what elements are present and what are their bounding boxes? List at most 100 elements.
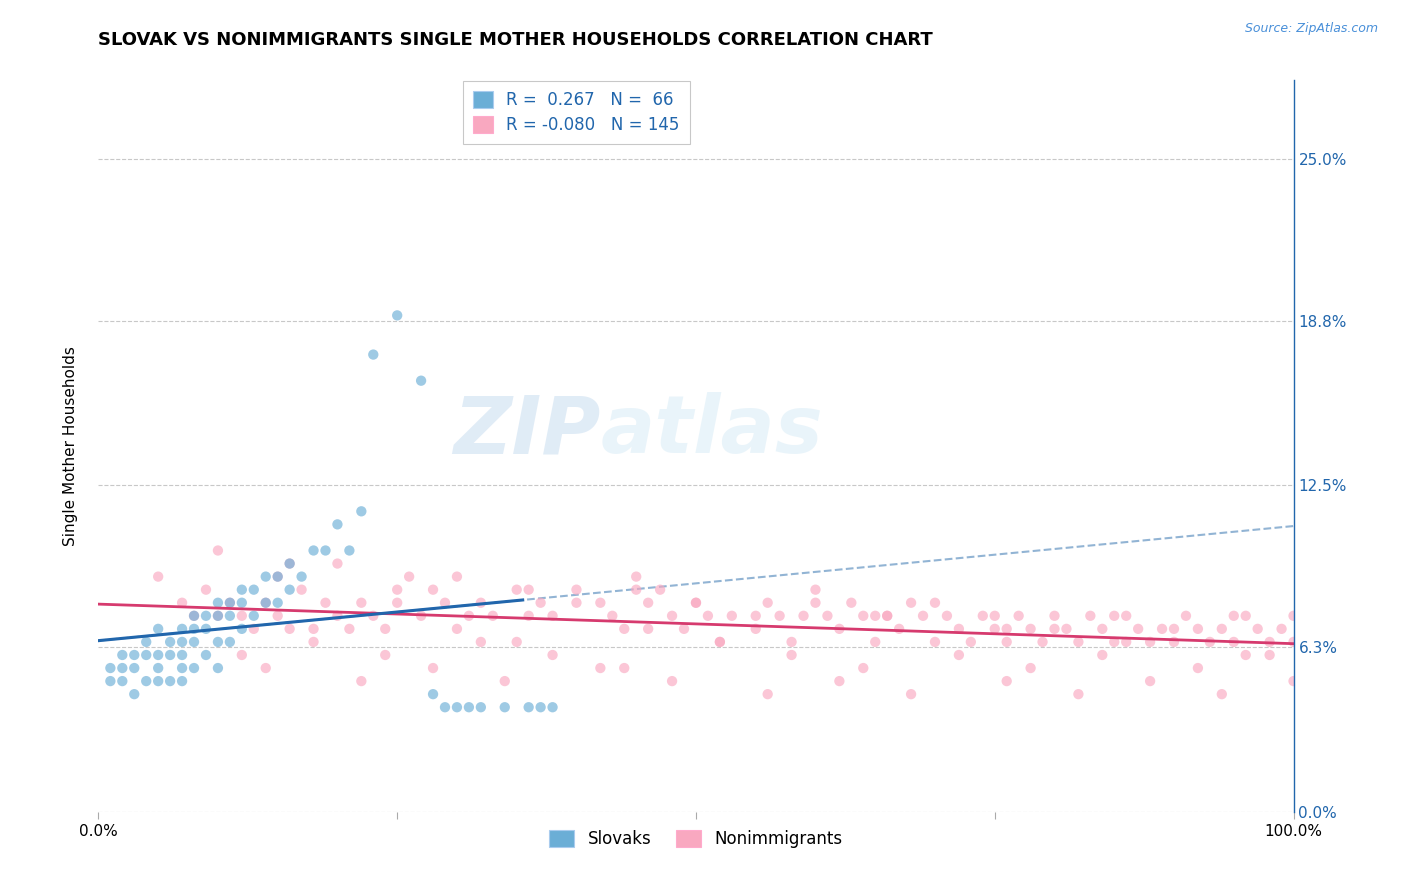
- Point: [446, 700, 468, 714]
- Point: [1056, 622, 1078, 636]
- Point: [530, 700, 553, 714]
- Point: [219, 608, 242, 623]
- Point: [267, 569, 290, 583]
- Point: [1282, 635, 1305, 649]
- Point: [1163, 635, 1185, 649]
- Point: [219, 596, 242, 610]
- Point: [1080, 608, 1102, 623]
- Point: [207, 608, 229, 623]
- Point: [1115, 635, 1137, 649]
- Point: [685, 596, 707, 610]
- Point: [172, 674, 194, 689]
- Point: [541, 648, 564, 662]
- Point: [1211, 622, 1233, 636]
- Point: [207, 596, 229, 610]
- Point: [422, 687, 444, 701]
- Point: [637, 622, 659, 636]
- Text: ZIP: ZIP: [453, 392, 600, 470]
- Text: atlas: atlas: [600, 392, 823, 470]
- Point: [1223, 608, 1246, 623]
- Point: [1104, 635, 1126, 649]
- Point: [374, 622, 396, 636]
- Point: [828, 674, 851, 689]
- Point: [1152, 622, 1174, 636]
- Point: [159, 648, 181, 662]
- Point: [422, 661, 444, 675]
- Point: [626, 582, 648, 597]
- Point: [326, 557, 349, 571]
- Point: [195, 582, 218, 597]
- Point: [506, 582, 529, 597]
- Point: [1019, 661, 1042, 675]
- Point: [135, 674, 157, 689]
- Point: [852, 608, 875, 623]
- Text: SLOVAK VS NONIMMIGRANTS SINGLE MOTHER HOUSEHOLDS CORRELATION CHART: SLOVAK VS NONIMMIGRANTS SINGLE MOTHER HO…: [98, 31, 934, 49]
- Point: [709, 635, 731, 649]
- Point: [374, 648, 396, 662]
- Point: [1163, 622, 1185, 636]
- Point: [1199, 635, 1222, 649]
- Point: [398, 569, 420, 583]
- Point: [183, 661, 205, 675]
- Point: [565, 596, 588, 610]
- Point: [780, 635, 803, 649]
- Point: [815, 608, 838, 623]
- Point: [111, 661, 134, 675]
- Point: [470, 700, 492, 714]
- Legend: Slovaks, Nonimmigrants: Slovaks, Nonimmigrants: [543, 823, 849, 855]
- Point: [124, 648, 146, 662]
- Y-axis label: Single Mother Households: Single Mother Households: [63, 346, 77, 546]
- Point: [1234, 608, 1257, 623]
- Point: [363, 608, 385, 623]
- Point: [195, 608, 218, 623]
- Point: [267, 596, 290, 610]
- Point: [793, 608, 815, 623]
- Point: [278, 557, 301, 571]
- Point: [458, 608, 481, 623]
- Point: [517, 608, 540, 623]
- Point: [446, 622, 468, 636]
- Point: [231, 596, 253, 610]
- Point: [900, 596, 922, 610]
- Point: [159, 674, 181, 689]
- Point: [517, 582, 540, 597]
- Point: [541, 700, 564, 714]
- Point: [111, 674, 134, 689]
- Point: [506, 635, 529, 649]
- Point: [1211, 687, 1233, 701]
- Point: [1271, 622, 1294, 636]
- Point: [804, 582, 827, 597]
- Point: [350, 596, 373, 610]
- Point: [411, 374, 433, 388]
- Point: [159, 635, 181, 649]
- Point: [1032, 635, 1054, 649]
- Point: [1139, 674, 1161, 689]
- Point: [278, 557, 301, 571]
- Point: [183, 608, 205, 623]
- Point: [613, 661, 636, 675]
- Point: [841, 596, 863, 610]
- Point: [148, 661, 170, 675]
- Point: [219, 596, 242, 610]
- Point: [1175, 608, 1198, 623]
- Point: [339, 543, 361, 558]
- Point: [434, 700, 457, 714]
- Point: [494, 674, 516, 689]
- Point: [911, 608, 934, 623]
- Point: [1067, 635, 1090, 649]
- Point: [984, 622, 1007, 636]
- Point: [350, 504, 373, 518]
- Point: [1187, 661, 1209, 675]
- Point: [302, 635, 325, 649]
- Point: [254, 596, 277, 610]
- Point: [661, 674, 683, 689]
- Point: [172, 648, 194, 662]
- Point: [195, 622, 218, 636]
- Point: [1067, 687, 1090, 701]
- Point: [828, 622, 851, 636]
- Point: [254, 661, 277, 675]
- Point: [1187, 622, 1209, 636]
- Point: [804, 596, 827, 610]
- Point: [876, 608, 898, 623]
- Point: [278, 582, 301, 597]
